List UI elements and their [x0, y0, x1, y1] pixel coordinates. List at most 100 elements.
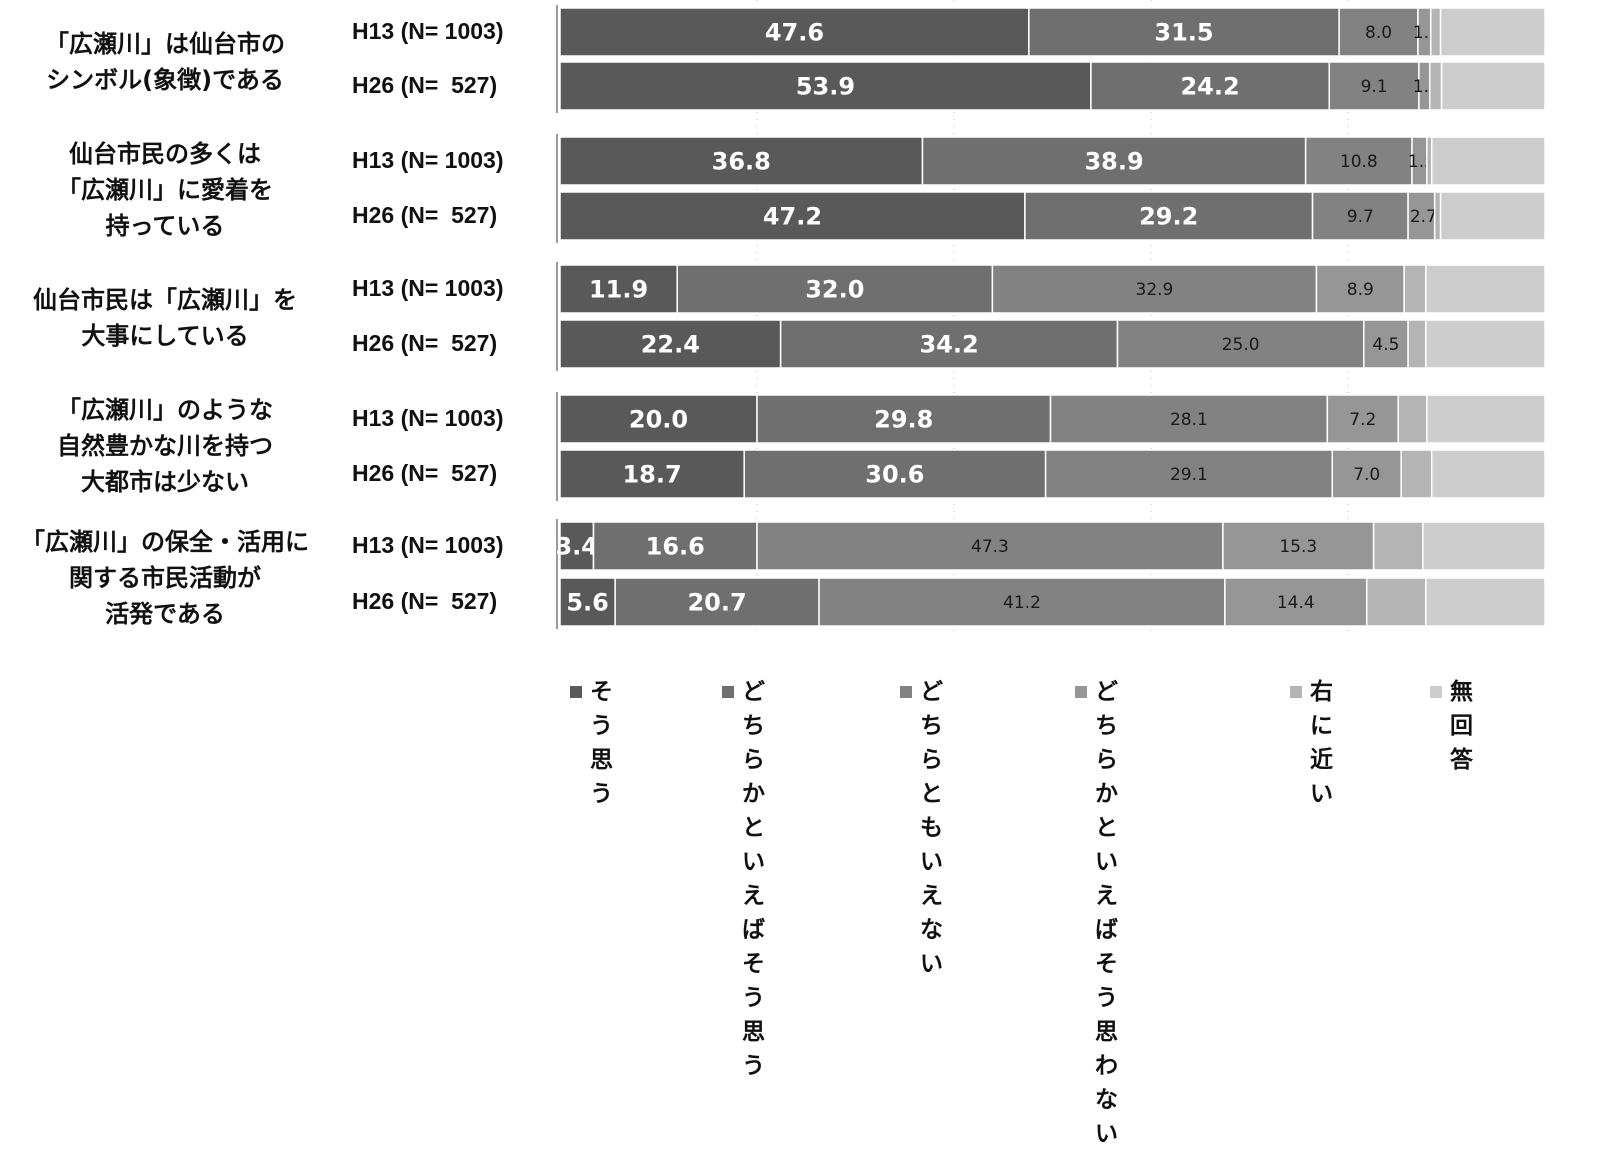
bar-segment	[1430, 136, 1546, 186]
bar-segment	[1365, 577, 1427, 627]
bar-segment	[1429, 61, 1443, 111]
bar-segment	[559, 394, 758, 444]
data-label: 8.0	[1365, 23, 1392, 43]
question-label: 「広瀬川」は仙台市の シンボル(象徴)である	[45, 30, 285, 94]
bar-segment	[1116, 319, 1365, 369]
data-label: 32.9	[1136, 280, 1174, 300]
data-label: 20.0	[629, 406, 688, 434]
bar-segment	[1403, 264, 1427, 314]
legend-label: どちらかと いえば そう思わない	[1095, 679, 1118, 1147]
data-label: 30.6	[865, 461, 924, 489]
bar-segment	[1433, 191, 1442, 241]
data-label: 47.2	[763, 203, 822, 231]
data-label: 7.0	[1353, 465, 1380, 485]
data-label: 32.0	[805, 276, 864, 304]
bar-segment	[1397, 394, 1428, 444]
legend-swatch	[722, 686, 734, 698]
bar-segment	[559, 521, 595, 571]
data-label: 47.3	[971, 537, 1009, 557]
legend-swatch	[1075, 686, 1087, 698]
bar-segment	[559, 264, 678, 314]
data-label: 29.8	[874, 406, 933, 434]
stacked-bar-chart: 47.6 31.5 8.0 1.353.9 24.2 9.1 1.136.8 38.9 10.8…	[555, 0, 1546, 632]
bar-segment	[1338, 7, 1419, 57]
row-label: H13 (N= 1003)	[352, 147, 504, 173]
bar-segment	[676, 264, 994, 314]
bar-segment	[756, 394, 1052, 444]
data-label: 28.1	[1170, 410, 1208, 430]
bar-segment	[559, 191, 1026, 241]
bar-segment	[1090, 61, 1331, 111]
bar-segment	[1222, 521, 1375, 571]
data-label: 36.8	[712, 148, 771, 176]
row-label: H13 (N= 1003)	[352, 532, 504, 558]
bar-segment	[1328, 61, 1420, 111]
question-label: 仙台市民は「広瀬川」を 大事にしている	[33, 286, 297, 350]
bar-segment	[1430, 449, 1546, 499]
bar-segment	[1315, 264, 1405, 314]
row-label: H26 (N= 527)	[352, 588, 498, 614]
data-label: 41.2	[1003, 593, 1041, 613]
legend-label: どちらかと いえば そう思う	[742, 679, 765, 1079]
bar-segment	[1363, 319, 1409, 369]
bar-segment	[1024, 191, 1314, 241]
bar-segment	[1407, 319, 1427, 369]
data-label: 15.3	[1279, 537, 1317, 557]
data-label: 3.4	[555, 533, 598, 561]
data-label: 10.8	[1340, 152, 1378, 172]
data-label: 9.1	[1361, 77, 1388, 97]
bar-segment	[559, 319, 782, 369]
bar-segment	[1439, 7, 1546, 57]
bar-segment	[1044, 449, 1333, 499]
data-label: 25.0	[1222, 335, 1260, 355]
row-label: H13 (N= 1003)	[352, 18, 504, 44]
bar-segment	[743, 449, 1047, 499]
row-label: H13 (N= 1003)	[352, 405, 504, 431]
bar-segment	[1311, 191, 1409, 241]
legend-swatch	[1290, 686, 1302, 698]
legend-swatch	[570, 686, 582, 698]
bar-segment	[614, 577, 820, 627]
bar-segment	[1426, 394, 1546, 444]
data-label: 53.9	[796, 73, 855, 101]
bar-segment	[1304, 136, 1413, 186]
row-label: H26 (N= 527)	[352, 330, 498, 356]
bar-segment	[559, 61, 1092, 111]
bar-segment	[1331, 449, 1402, 499]
legend-label: 無回答	[1450, 679, 1473, 773]
bar-segment	[1049, 394, 1329, 444]
data-label: 22.4	[641, 331, 700, 359]
bar-segment	[1425, 577, 1546, 627]
bar-segment	[1372, 521, 1424, 571]
question-label: 「広瀬川」のような 自然豊かな川を持つ 大都市は少ない	[57, 396, 273, 496]
data-label: 47.6	[765, 19, 824, 47]
legend-label: そう思う	[590, 679, 613, 807]
bar-segment	[1429, 7, 1442, 57]
data-label: 2.7	[1410, 207, 1437, 227]
data-label: 20.7	[687, 589, 746, 617]
data-label: 4.5	[1372, 335, 1399, 355]
row-label: H26 (N= 527)	[352, 72, 498, 98]
legend-swatch	[900, 686, 912, 698]
data-label: 14.4	[1277, 593, 1315, 613]
question-label: 「広瀬川」の保全・活用に 関する市民活動が 活発である	[21, 528, 309, 628]
bar-segment	[1028, 7, 1340, 57]
bar-segment	[1439, 191, 1546, 241]
data-label: 16.6	[646, 533, 705, 561]
row-label: H26 (N= 527)	[352, 460, 498, 486]
data-label: 34.2	[919, 331, 978, 359]
legend-label: どちらとも いえない	[920, 679, 943, 977]
data-label: 18.7	[622, 461, 681, 489]
legend-label: 右に近い	[1310, 679, 1333, 807]
legend-swatch	[1430, 686, 1442, 698]
bar-segment	[559, 449, 745, 499]
data-label: 24.2	[1180, 73, 1239, 101]
data-label: 38.9	[1084, 148, 1143, 176]
data-label: 11.9	[589, 276, 648, 304]
bar-segment	[1407, 191, 1436, 241]
bar-segment	[1224, 577, 1368, 627]
bar-segment	[1440, 61, 1546, 111]
data-label: 31.5	[1154, 19, 1213, 47]
data-label: 8.9	[1347, 280, 1374, 300]
bar-segment	[991, 264, 1318, 314]
